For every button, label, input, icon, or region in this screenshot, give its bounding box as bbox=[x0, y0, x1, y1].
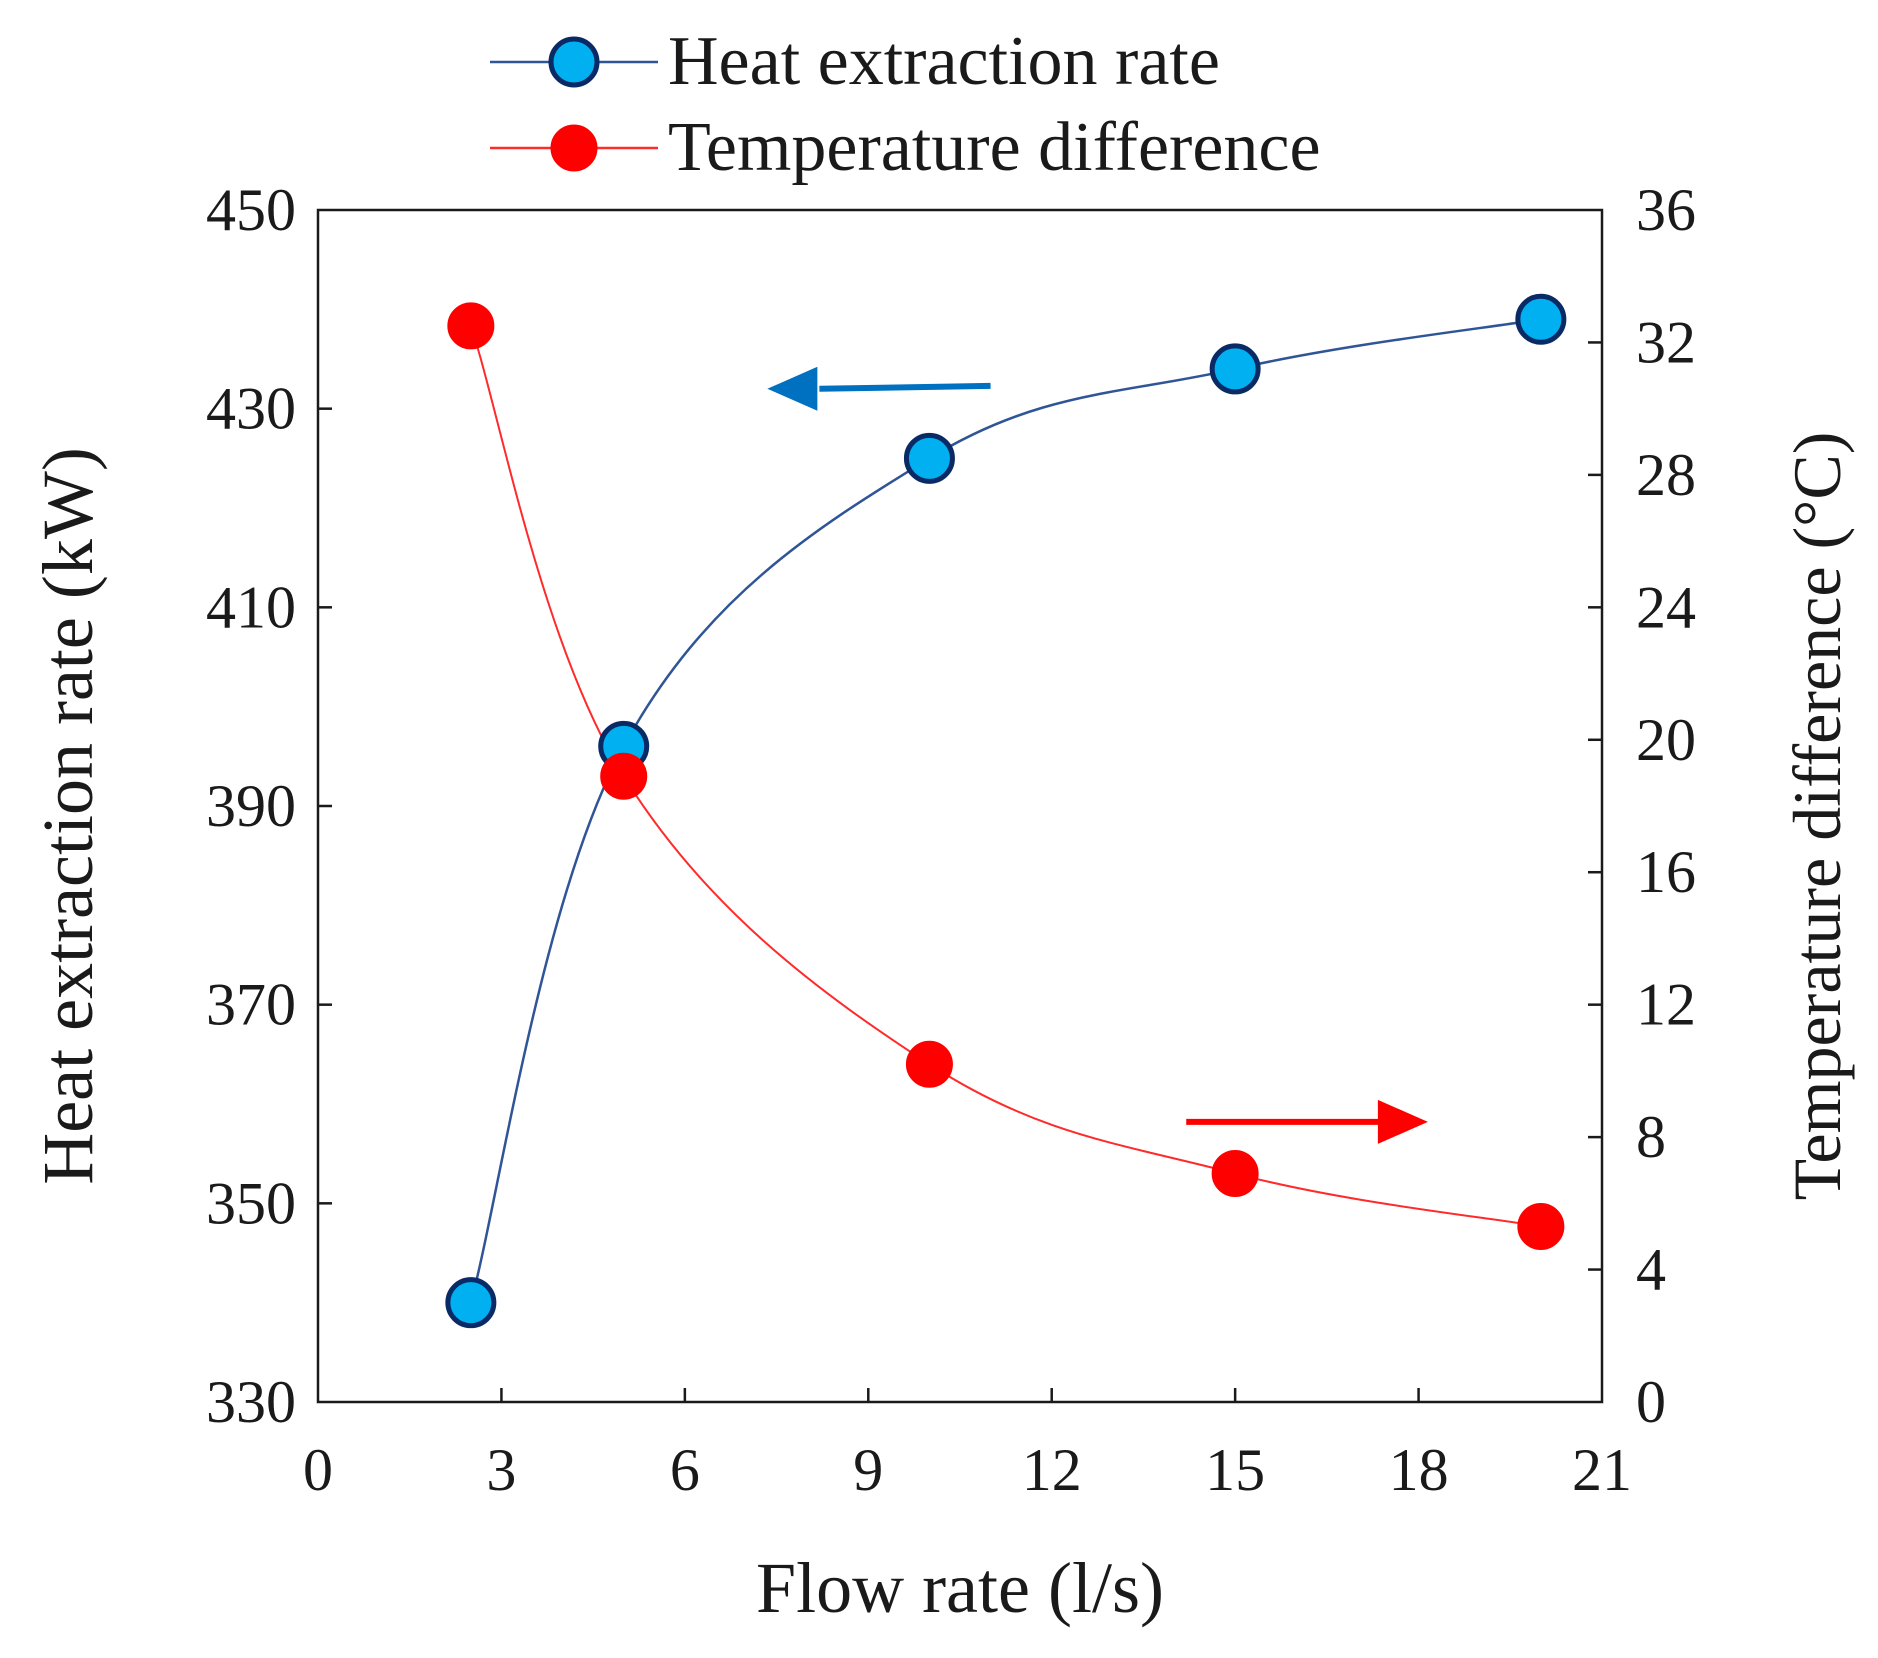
right-y-tick-label: 4 bbox=[1636, 1237, 1666, 1303]
data-point-heat bbox=[1515, 293, 1567, 345]
series-line-heat bbox=[469, 318, 1542, 1304]
left-y-tick-label: 390 bbox=[206, 773, 296, 839]
x-axis-title: Flow rate (l/s) bbox=[756, 1548, 1164, 1628]
left-y-tick-label: 410 bbox=[206, 574, 296, 640]
legend-entry-temperature-difference: Temperature difference bbox=[490, 109, 1321, 186]
x-tick-label: 12 bbox=[1022, 1437, 1082, 1503]
x-axis-ticks: 0 3 6 9 12 15 18 21 bbox=[303, 1388, 1632, 1503]
right-y-tick-label: 32 bbox=[1636, 309, 1696, 375]
data-point-temp bbox=[1211, 1150, 1259, 1198]
left-y-axis-ticks: 330 350 370 390 410 430 450 bbox=[206, 177, 332, 1435]
x-tick-label: 3 bbox=[486, 1437, 516, 1503]
right-y-tick-label: 16 bbox=[1636, 839, 1696, 905]
data-point-heat bbox=[445, 1277, 497, 1329]
right-y-tick-label: 12 bbox=[1636, 972, 1696, 1038]
legend-entry-heat-extraction-rate: Heat extraction rate bbox=[490, 23, 1220, 100]
data-point-temp bbox=[600, 752, 648, 800]
legend-label-temp: Temperature difference bbox=[668, 109, 1321, 186]
x-tick-label: 0 bbox=[303, 1437, 333, 1503]
legend-label-heat: Heat extraction rate bbox=[668, 23, 1220, 100]
data-point-heat bbox=[903, 432, 955, 484]
legend-marker-heat bbox=[548, 36, 600, 88]
right-y-axis-ticks: 0 4 8 12 16 20 24 28 32 36 bbox=[1588, 177, 1696, 1435]
right-y-tick-label: 24 bbox=[1636, 574, 1696, 640]
x-tick-label: 21 bbox=[1572, 1437, 1632, 1503]
left-y-tick-label: 350 bbox=[206, 1170, 296, 1236]
left-y-tick-label: 430 bbox=[206, 376, 296, 442]
left-y-axis-title: Heat extraction rate (kW) bbox=[28, 447, 108, 1185]
legend: Heat extraction rate Temperature differe… bbox=[490, 23, 1321, 186]
data-point-heat bbox=[1209, 343, 1261, 395]
arrow-left-shaft bbox=[819, 382, 991, 392]
x-tick-label: 6 bbox=[670, 1437, 700, 1503]
right-y-tick-label: 0 bbox=[1636, 1369, 1666, 1435]
left-y-tick-label: 370 bbox=[206, 972, 296, 1038]
legend-marker-temp bbox=[550, 124, 598, 172]
x-tick-label: 18 bbox=[1389, 1437, 1449, 1503]
x-tick-label: 15 bbox=[1205, 1437, 1265, 1503]
x-tick-label: 9 bbox=[853, 1437, 883, 1503]
data-point-temp bbox=[905, 1040, 953, 1088]
right-y-axis-title: Temperature difference (°C) bbox=[1779, 432, 1855, 1201]
right-y-tick-label: 36 bbox=[1636, 177, 1696, 243]
series-layer bbox=[445, 293, 1567, 1329]
arrow-right-head bbox=[1377, 1099, 1428, 1144]
annotation-arrows bbox=[767, 366, 1428, 1144]
left-y-tick-label: 450 bbox=[206, 177, 296, 243]
right-y-tick-label: 8 bbox=[1636, 1104, 1666, 1170]
right-y-tick-label: 20 bbox=[1636, 707, 1696, 773]
arrow-left-head bbox=[767, 366, 818, 411]
data-point-temp bbox=[447, 302, 495, 350]
left-y-tick-label: 330 bbox=[206, 1369, 296, 1435]
data-point-temp bbox=[1517, 1203, 1565, 1251]
series-line-temp bbox=[469, 325, 1542, 1228]
right-y-tick-label: 28 bbox=[1636, 442, 1696, 508]
